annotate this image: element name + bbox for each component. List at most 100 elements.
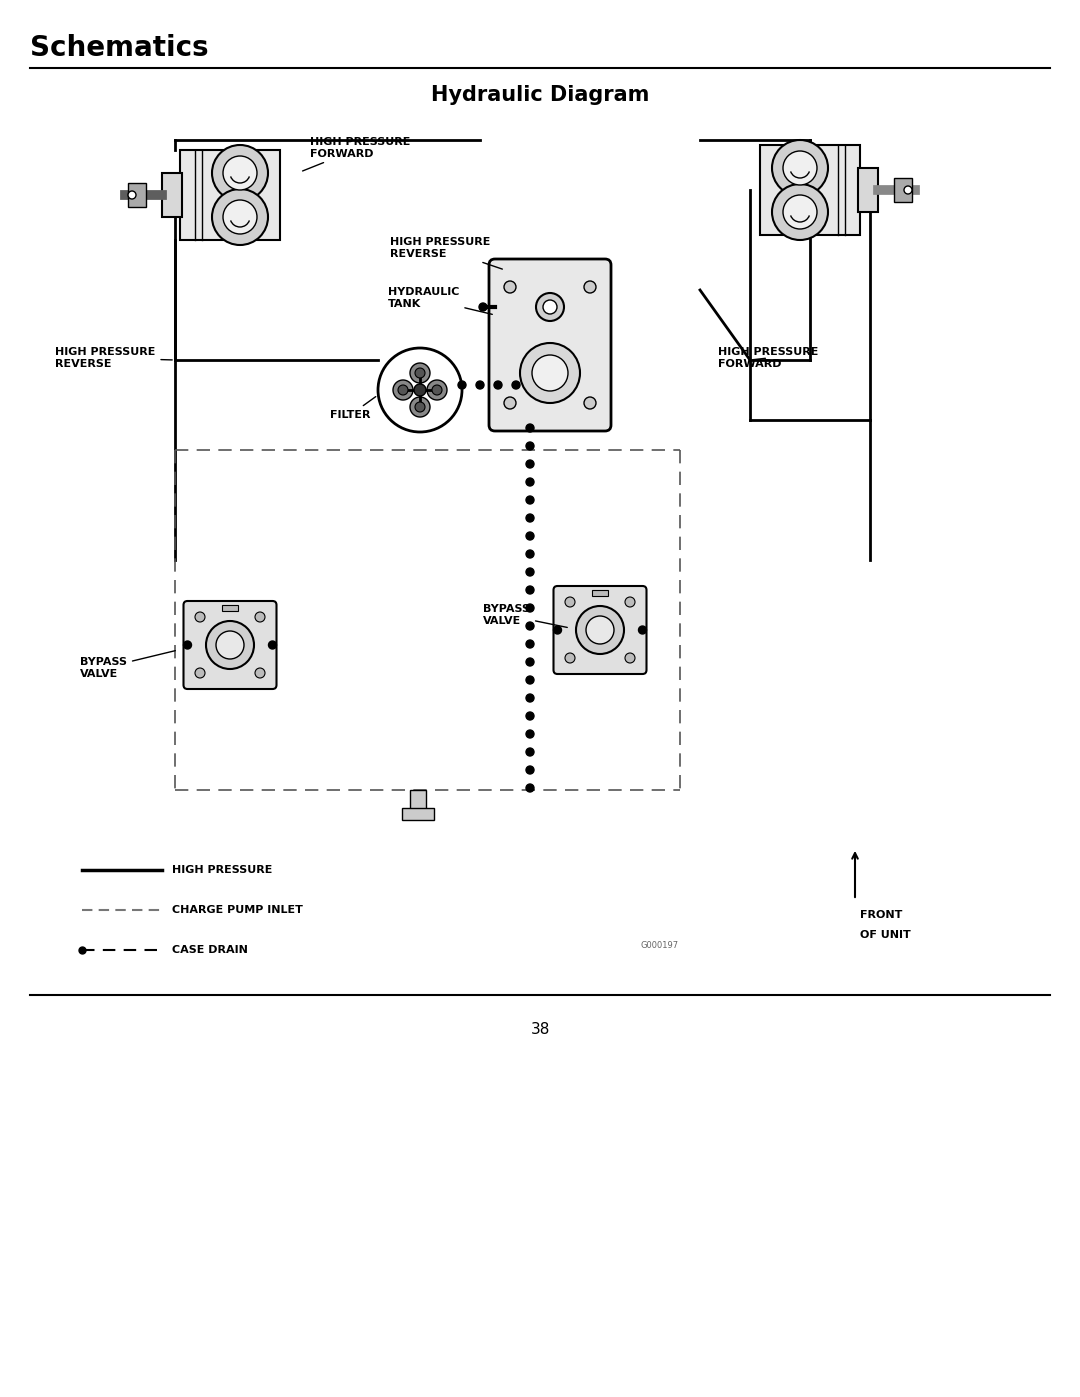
Bar [760,145,860,235]
Bar [129,183,146,207]
Text: HIGH PRESSURE: HIGH PRESSURE [172,865,272,875]
Bar [409,789,426,814]
Circle shape [222,200,257,235]
Text: FRONT: FRONT [860,909,903,921]
Circle shape [543,300,557,314]
Circle shape [625,597,635,608]
Bar [894,177,912,203]
Text: BYPASS
VALVE: BYPASS VALVE [483,604,567,627]
Circle shape [526,585,534,594]
Circle shape [554,626,562,634]
Circle shape [526,550,534,557]
Circle shape [129,191,136,198]
Text: G000197: G000197 [640,940,679,950]
Circle shape [427,380,447,400]
Circle shape [783,196,816,229]
Circle shape [638,626,647,634]
Circle shape [410,397,430,416]
Circle shape [526,712,534,719]
Bar [858,168,878,212]
Circle shape [772,140,828,196]
Circle shape [526,604,534,612]
FancyBboxPatch shape [554,585,647,673]
Circle shape [526,569,534,576]
Circle shape [526,441,534,450]
Bar [402,807,433,820]
FancyBboxPatch shape [184,601,276,689]
Circle shape [526,478,534,486]
Circle shape [504,281,516,293]
Circle shape [625,652,635,664]
Circle shape [526,532,534,541]
Circle shape [519,344,580,402]
Circle shape [904,186,912,194]
Circle shape [526,622,534,630]
Text: HIGH PRESSURE
FORWARD: HIGH PRESSURE FORWARD [718,348,819,369]
Circle shape [526,766,534,774]
Circle shape [586,616,615,644]
Circle shape [414,384,426,395]
Circle shape [526,460,534,468]
Circle shape [212,189,268,244]
Circle shape [432,386,442,395]
Circle shape [512,381,519,388]
Circle shape [222,156,257,190]
FancyBboxPatch shape [489,258,611,432]
Circle shape [526,496,534,504]
Circle shape [195,612,205,622]
Circle shape [565,597,575,608]
Text: OF UNIT: OF UNIT [860,930,910,940]
Circle shape [526,731,534,738]
Circle shape [526,784,534,792]
Circle shape [526,694,534,703]
Circle shape [212,145,268,201]
Text: BYPASS
VALVE: BYPASS VALVE [80,651,175,679]
Circle shape [399,386,408,395]
Text: CHARGE PUMP INLET: CHARGE PUMP INLET [172,905,302,915]
Text: 38: 38 [530,1023,550,1038]
Circle shape [783,151,816,184]
Circle shape [526,514,534,522]
Circle shape [269,641,276,650]
Text: HIGH PRESSURE
REVERSE: HIGH PRESSURE REVERSE [390,237,502,270]
Circle shape [378,348,462,432]
Circle shape [184,641,191,650]
Circle shape [565,652,575,664]
Circle shape [410,363,430,383]
Text: FILTER: FILTER [330,397,376,420]
Circle shape [532,355,568,391]
Circle shape [255,612,265,622]
Text: HIGH PRESSURE
REVERSE: HIGH PRESSURE REVERSE [55,348,172,369]
Circle shape [576,606,624,654]
Text: CASE DRAIN: CASE DRAIN [172,944,248,956]
Circle shape [526,425,534,432]
Circle shape [255,668,265,678]
Circle shape [195,668,205,678]
Text: HYDRAULIC
TANK: HYDRAULIC TANK [388,288,492,314]
Circle shape [526,658,534,666]
Text: Schematics: Schematics [30,34,208,61]
Circle shape [393,380,413,400]
Bar [592,590,608,597]
Circle shape [494,381,502,388]
Circle shape [526,640,534,648]
Text: HIGH PRESSURE
FORWARD: HIGH PRESSURE FORWARD [302,137,410,170]
Circle shape [458,381,465,388]
Text: Hydraulic Diagram: Hydraulic Diagram [431,85,649,105]
Circle shape [476,381,484,388]
Circle shape [772,184,828,240]
Circle shape [415,367,426,379]
Bar [162,173,183,217]
Bar [222,605,238,610]
Circle shape [480,303,487,312]
Circle shape [584,281,596,293]
Circle shape [206,622,254,669]
Bar [180,149,280,240]
Circle shape [526,747,534,756]
Circle shape [584,397,596,409]
Circle shape [216,631,244,659]
Circle shape [526,676,534,685]
Circle shape [536,293,564,321]
Circle shape [504,397,516,409]
Circle shape [415,402,426,412]
